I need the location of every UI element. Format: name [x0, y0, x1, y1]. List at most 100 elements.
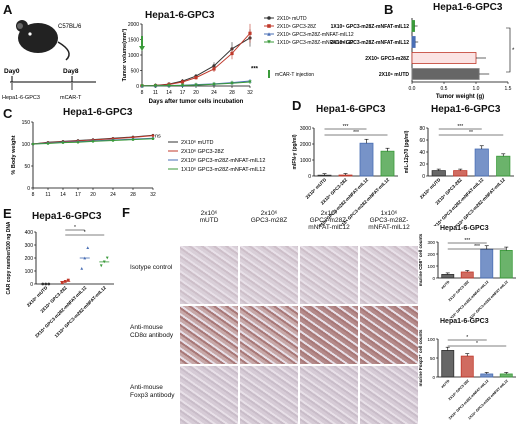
y-tick-label: 40 [419, 150, 425, 156]
histology-image [180, 246, 238, 304]
panel-f-title-2: Hepa1-6-GPC3 [440, 318, 489, 325]
legend-label: 2X10⁶ GPC3-28Z [181, 148, 225, 155]
histology-image [300, 366, 358, 424]
tumor-line-label: Hepa1-6-GPC3 [2, 95, 40, 101]
data-point [212, 64, 216, 68]
x-tick-label: 20 [90, 192, 96, 198]
data-point [91, 140, 95, 143]
data-point [61, 141, 65, 144]
data-point [76, 140, 80, 144]
y-tick-label: 200 [427, 252, 435, 257]
x-tick-label: 1.0 [473, 86, 480, 92]
histology-column-header: 1x10⁶ GPC3-m28Z-mNFAT-mIL12 [368, 210, 410, 232]
treatment-label: mCAR-T [60, 95, 82, 101]
y-tick-label: 1000 [300, 158, 311, 164]
significance-label: *** [353, 130, 359, 136]
cd8-count-chart: 0 100 200 300 murine CD8⁺ cell counts mUTD2X1… [418, 233, 516, 318]
x-tick-label: 24 [211, 90, 217, 96]
legend-label: 2X10⁶ mUTD [277, 16, 307, 22]
bar [411, 52, 477, 64]
injection-arrow-head [139, 46, 145, 51]
significance-label: ns [155, 133, 161, 139]
x-tick-label: 28 [229, 90, 235, 96]
x-tick-label: 20 [193, 90, 199, 96]
data-point [151, 137, 155, 141]
legend-label: 2X10⁶ GPC3-28Z [277, 24, 316, 30]
histology-column-header: 2x10⁶ GPC3-m28Z [250, 210, 288, 225]
legend-label: 1X10⁶ GPC3-m28Z-mNFAT-mIL12 [181, 166, 265, 173]
y-tick-label: 200 [25, 256, 34, 262]
data-point [180, 80, 185, 84]
y-axis-label: Tumor volume(mm³) [121, 28, 128, 81]
data-point [180, 83, 185, 87]
y-tick-label: 2000 [300, 142, 311, 148]
data-point [151, 134, 155, 137]
histology-row-label: Anti-mouse Foxp3 antibody [130, 384, 175, 399]
data-point [111, 139, 115, 142]
x-tick-label: 11 [153, 90, 158, 96]
category-label: 2X10⁶ GPC3-m28Z-mNFAT-mIL12 [448, 280, 490, 318]
bar [380, 150, 395, 177]
bar [411, 68, 480, 80]
data-point [99, 264, 103, 268]
y-tick-label: 0 [136, 84, 139, 90]
category-label: 1X10⁶ GPC3-m28Z-mNFAT-mIL12 [467, 280, 509, 318]
legend-marker [267, 24, 271, 28]
y-tick-label: 0 [308, 174, 311, 180]
legend-label: 1X10⁶ GPC3-m28Z-mNFAT-mIL12 [277, 40, 354, 46]
x-tick-label: 32 [247, 90, 253, 96]
panel-d-title-2: Hepa1-6-GPC3 [431, 104, 501, 115]
data-point [105, 256, 109, 260]
x-tick-label: 17 [75, 192, 81, 198]
category-label: 2X10⁶ GPC3-m28Z-mNFAT-mIL12 [331, 40, 410, 46]
data-point [212, 67, 216, 71]
y-tick-label: 20 [419, 162, 425, 168]
x-tick-label: 14 [166, 90, 172, 96]
bar [359, 142, 374, 177]
x-axis-label: Days after tumor cells incubation [149, 99, 244, 105]
data-point [248, 31, 252, 35]
histology-image [240, 306, 298, 364]
y-tick-label: 0 [432, 375, 435, 380]
y-tick-label: 80 [419, 126, 425, 132]
y-tick-label: 100 [427, 264, 435, 269]
category-label: 2X10⁶ GPC3-m28Z-mNFAT-mIL12 [448, 379, 490, 421]
y-tick-label: 150 [22, 120, 31, 126]
panel-b-label: B [384, 2, 394, 17]
y-tick-label: 100 [427, 337, 435, 342]
data-point [46, 142, 50, 145]
y-tick-label: 100 [22, 142, 31, 148]
data-point [31, 142, 35, 146]
data-point [230, 81, 234, 85]
bar [431, 170, 446, 177]
category-label: 2X10⁶ GPC3-m28Z [365, 56, 409, 62]
panel-c-title: Hepa1-6-GPC3 [63, 107, 133, 118]
significance-label: ** [469, 130, 473, 136]
x-tick-label: 8 [141, 90, 144, 96]
legend-marker [267, 40, 271, 44]
category-label: 2X10⁶ mUTD [379, 72, 409, 78]
y-axis-label: % Body weight [11, 135, 17, 174]
x-tick-label: 11 [45, 192, 50, 198]
day0-label: Day0 [4, 68, 20, 75]
panel-c-legend: 2X10⁶ mUTD 2X10⁶ GPC3-28Z 2X10⁶ GPC3-m28Z-… [168, 139, 265, 173]
bar [480, 248, 494, 279]
data-point [66, 278, 70, 282]
y-axis-label: mIL-12p70 (pg/ml) [404, 130, 410, 173]
significance-label: *** [457, 124, 463, 130]
mouse-icon [16, 20, 70, 61]
data-point [167, 84, 171, 88]
y-axis-label: murine CD8⁺ cell counts [418, 233, 423, 286]
y-tick-label: 0 [30, 282, 33, 288]
histology-column-header: 2x10⁶ GPC3-m28Z-mNFAT-mIL12 [308, 210, 350, 232]
significance-label: * [84, 230, 86, 236]
panel-e-title: Hepa1-6-GPC3 [32, 211, 102, 222]
bar [460, 355, 474, 378]
bar [338, 174, 353, 177]
x-tick-label: 32 [150, 192, 156, 198]
histology-grid: 2x10⁶ mUTD 2x10⁶ GPC3-m28Z 2x10⁶ GPC3-m28Z… [130, 210, 420, 425]
x-tick-label: 17 [180, 90, 186, 96]
